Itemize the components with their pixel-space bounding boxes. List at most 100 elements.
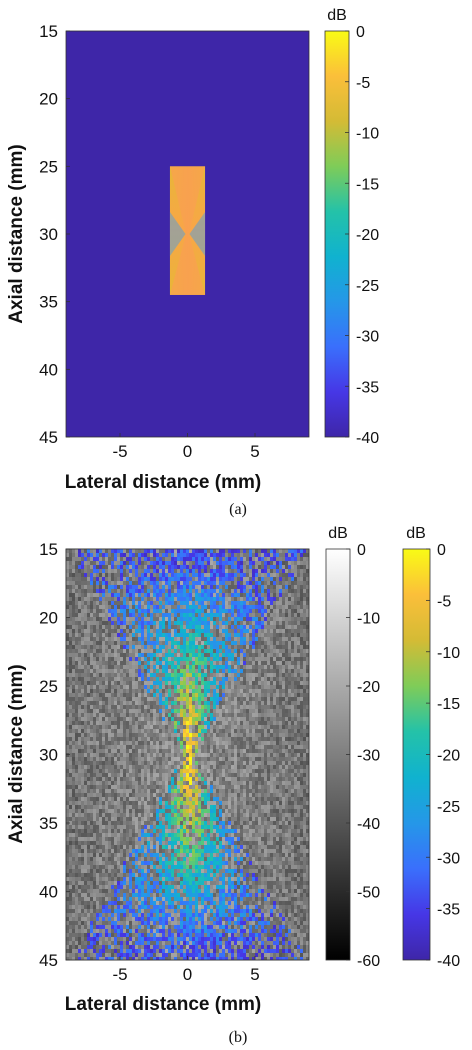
speckle-cell (225, 549, 228, 553)
speckle-cell (186, 753, 189, 757)
speckle-cell (69, 677, 72, 681)
speckle-cell (75, 641, 78, 645)
speckle-cell (108, 621, 111, 625)
speckle-cell (93, 549, 96, 553)
speckle-cell (243, 737, 246, 741)
speckle-cell (102, 629, 105, 633)
speckle-cell (264, 645, 267, 649)
speckle-cell (84, 625, 87, 629)
speckle-cell (177, 757, 180, 761)
speckle-cell (96, 605, 99, 609)
speckle-cell (198, 765, 201, 769)
speckle-cell (219, 705, 222, 709)
speckle-cell (273, 637, 276, 641)
speckle-cell (273, 569, 276, 573)
speckle-cell (297, 741, 300, 745)
speckle-cell (177, 601, 180, 605)
speckle-cell (237, 757, 240, 761)
speckle-cell (273, 761, 276, 765)
speckle-cell (201, 761, 204, 765)
speckle-cell (237, 653, 240, 657)
speckle-cell (108, 765, 111, 769)
speckle-cell (69, 721, 72, 725)
speckle-cell (120, 753, 123, 757)
speckle-cell (261, 741, 264, 745)
speckle-cell (123, 557, 126, 561)
speckle-cell (117, 721, 120, 725)
speckle-cell (120, 581, 123, 585)
speckle-cell (99, 577, 102, 581)
speckle-cell (303, 697, 306, 701)
speckle-cell (81, 785, 84, 789)
speckle-cell (132, 729, 135, 733)
speckle-cell (69, 569, 72, 573)
speckle-cell (168, 629, 171, 633)
speckle-cell (69, 705, 72, 709)
speckle-cell (249, 697, 252, 701)
speckle-cell (243, 569, 246, 573)
speckle-cell (144, 781, 147, 785)
speckle-cell (240, 741, 243, 745)
speckle-cell (129, 633, 132, 637)
speckle-cell (150, 729, 153, 733)
speckle-cell (288, 553, 291, 557)
speckle-cell (294, 729, 297, 733)
speckle-cell (207, 785, 210, 789)
speckle-cell (105, 613, 108, 617)
speckle-cell (216, 629, 219, 633)
speckle-cell (276, 701, 279, 705)
speckle-cell (90, 633, 93, 637)
speckle-cell (75, 605, 78, 609)
speckle-cell (225, 761, 228, 765)
speckle-cell (156, 621, 159, 625)
speckle-cell (189, 729, 192, 733)
speckle-cell (201, 769, 204, 773)
speckle-cell (114, 697, 117, 701)
speckle-cell (78, 761, 81, 765)
speckle-cell (138, 597, 141, 601)
speckle-cell (141, 593, 144, 597)
speckle-cell (66, 649, 69, 653)
speckle-cell (66, 685, 69, 689)
speckle-cell (111, 725, 114, 729)
speckle-cell (210, 709, 213, 713)
speckle-cell (225, 685, 228, 689)
speckle-cell (75, 561, 78, 565)
speckle-cell (246, 561, 249, 565)
speckle-cell (216, 777, 219, 781)
speckle-cell (87, 597, 90, 601)
speckle-cell (123, 697, 126, 701)
speckle-cell (237, 749, 240, 753)
speckle-cell (177, 729, 180, 733)
speckle-cell (66, 689, 69, 693)
speckle-cell (228, 621, 231, 625)
speckle-cell (81, 673, 84, 677)
speckle-cell (234, 737, 237, 741)
speckle-cell (111, 669, 114, 673)
speckle-cell (123, 781, 126, 785)
speckle-cell (141, 645, 144, 649)
speckle-cell (159, 737, 162, 741)
speckle-cell (168, 741, 171, 745)
speckle-cell (87, 677, 90, 681)
speckle-cell (282, 681, 285, 685)
speckle-cell (267, 737, 270, 741)
speckle-cell (105, 573, 108, 577)
speckle-cell (93, 621, 96, 625)
speckle-cell (264, 745, 267, 749)
speckle-cell (246, 729, 249, 733)
speckle-cell (264, 577, 267, 581)
speckle-cell (291, 629, 294, 633)
speckle-cell (93, 573, 96, 577)
speckle-cell (279, 637, 282, 641)
speckle-cell (111, 629, 114, 633)
speckle-cell (282, 633, 285, 637)
speckle-cell (108, 769, 111, 773)
speckle-cell (159, 549, 162, 553)
speckle-cell (207, 609, 210, 613)
speckle-cell (300, 785, 303, 789)
speckle-cell (270, 553, 273, 557)
speckle-cell (147, 769, 150, 773)
speckle-cell (90, 565, 93, 569)
speckle-cell (69, 573, 72, 577)
